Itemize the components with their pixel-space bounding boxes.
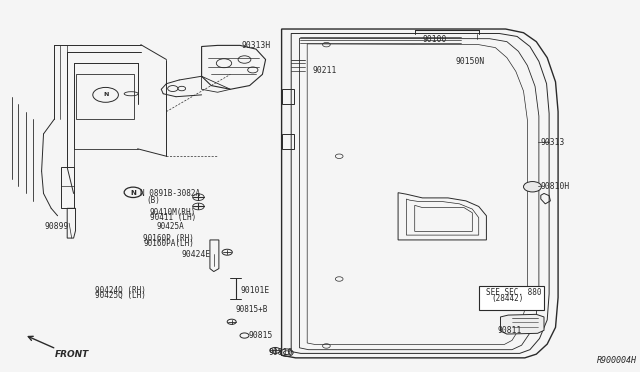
Text: 90815+B: 90815+B (236, 305, 268, 314)
Text: N: N (130, 190, 136, 196)
Text: 90424Q (RH): 90424Q (RH) (95, 286, 145, 295)
Text: 90101E: 90101E (241, 286, 270, 295)
Text: 90100: 90100 (422, 35, 447, 44)
Text: 90313H: 90313H (242, 41, 271, 50)
Text: 90313: 90313 (540, 138, 564, 147)
Text: 90899: 90899 (45, 222, 69, 231)
Text: 90811: 90811 (498, 326, 522, 335)
Text: 90150N: 90150N (456, 57, 485, 66)
Text: SEE SEC. 880: SEE SEC. 880 (486, 288, 542, 296)
Text: N: N (103, 92, 108, 97)
FancyBboxPatch shape (479, 286, 544, 310)
Text: 90425A: 90425A (156, 222, 184, 231)
Text: R900004H: R900004H (596, 356, 637, 365)
Text: (28442): (28442) (492, 294, 524, 303)
Circle shape (524, 182, 541, 192)
Text: 90810H: 90810H (540, 182, 570, 190)
Text: 90211: 90211 (312, 66, 337, 75)
Text: 90160PA(LH): 90160PA(LH) (143, 239, 194, 248)
Text: 90425Q (LH): 90425Q (LH) (95, 291, 145, 300)
Text: 90160P (RH): 90160P (RH) (143, 234, 194, 243)
Text: 90815: 90815 (248, 331, 273, 340)
Polygon shape (500, 314, 544, 334)
Text: 90424E: 90424E (182, 250, 211, 259)
Text: 90410M(RH): 90410M(RH) (150, 208, 196, 217)
Text: 90816: 90816 (269, 348, 293, 357)
Text: N 0891B-3082A: N 0891B-3082A (140, 189, 200, 198)
Text: (B): (B) (146, 196, 160, 205)
Text: FRONT: FRONT (54, 350, 89, 359)
Text: 90411 (LH): 90411 (LH) (150, 213, 196, 222)
